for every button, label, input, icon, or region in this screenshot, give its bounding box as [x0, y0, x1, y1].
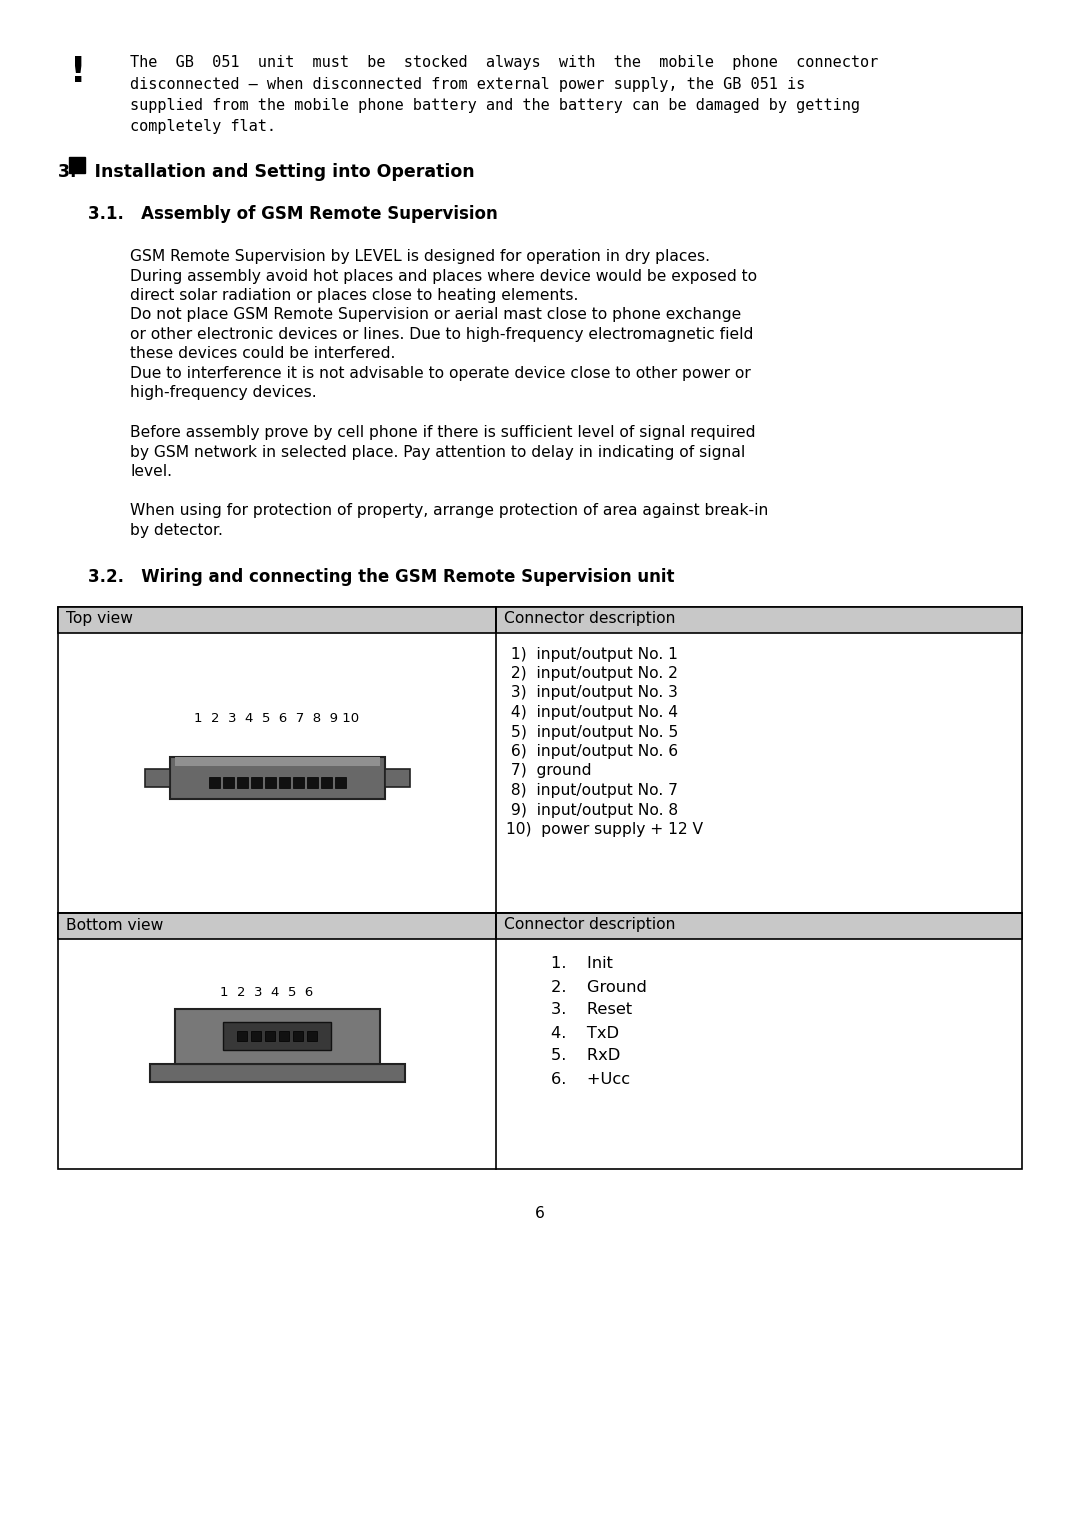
- Text: 2.    Ground: 2. Ground: [551, 980, 647, 995]
- Bar: [58, 607, 496, 633]
- Bar: [58, 912, 496, 938]
- Text: 6: 6: [535, 1206, 545, 1222]
- Bar: [58, 607, 1022, 912]
- Text: 3)  input/output No. 3: 3) input/output No. 3: [507, 685, 678, 701]
- Bar: [307, 1032, 318, 1041]
- Text: 6.    +Ucc: 6. +Ucc: [551, 1072, 630, 1087]
- Text: 1)  input/output No. 1: 1) input/output No. 1: [507, 647, 678, 662]
- Bar: [69, 156, 85, 173]
- Text: Due to interference it is not advisable to operate device close to other power o: Due to interference it is not advisable …: [130, 366, 751, 382]
- Text: 8)  input/output No. 7: 8) input/output No. 7: [507, 783, 678, 799]
- Text: 1  2  3  4  5  6  7  8  9 10: 1 2 3 4 5 6 7 8 9 10: [194, 713, 360, 725]
- Text: 3.2.   Wiring and connecting the GSM Remote Supervision unit: 3.2. Wiring and connecting the GSM Remot…: [87, 569, 675, 587]
- Bar: [145, 768, 170, 786]
- Text: During assembly avoid hot places and places where device would be exposed to: During assembly avoid hot places and pla…: [130, 268, 757, 284]
- Text: completely flat.: completely flat.: [130, 120, 276, 135]
- Text: 4)  input/output No. 4: 4) input/output No. 4: [507, 705, 678, 721]
- Text: 2)  input/output No. 2: 2) input/output No. 2: [507, 665, 678, 681]
- Bar: [265, 1032, 275, 1041]
- Bar: [293, 1032, 303, 1041]
- Text: Do not place GSM Remote Supervision or aerial mast close to phone exchange: Do not place GSM Remote Supervision or a…: [130, 308, 741, 322]
- Text: disconnected – when disconnected from external power supply, the GB 051 is: disconnected – when disconnected from ex…: [130, 77, 806, 92]
- Bar: [222, 777, 233, 788]
- Text: Top view: Top view: [66, 612, 133, 627]
- Text: 5.    RxD: 5. RxD: [551, 1049, 620, 1064]
- Bar: [384, 768, 409, 786]
- Bar: [279, 1032, 289, 1041]
- Text: level.: level.: [130, 464, 172, 478]
- Text: by GSM network in selected place. Pay attention to delay in indicating of signal: by GSM network in selected place. Pay at…: [130, 445, 745, 460]
- Bar: [321, 777, 332, 788]
- Bar: [251, 777, 261, 788]
- Text: When using for protection of property, arrange protection of area against break-: When using for protection of property, a…: [130, 503, 768, 518]
- Bar: [208, 777, 219, 788]
- Text: GSM Remote Supervision by LEVEL is designed for operation in dry places.: GSM Remote Supervision by LEVEL is desig…: [130, 248, 710, 264]
- Bar: [175, 756, 379, 765]
- Text: 3.   Installation and Setting into Operation: 3. Installation and Setting into Operati…: [58, 162, 474, 181]
- Text: supplied from the mobile phone battery and the battery can be damaged by getting: supplied from the mobile phone battery a…: [130, 98, 860, 113]
- Text: Bottom view: Bottom view: [66, 917, 163, 932]
- Bar: [237, 777, 247, 788]
- Bar: [279, 777, 289, 788]
- Bar: [58, 912, 1022, 1168]
- Text: 3.    Reset: 3. Reset: [551, 1003, 632, 1018]
- Bar: [265, 777, 275, 788]
- Bar: [170, 756, 384, 799]
- Text: 1  2  3  4  5  6: 1 2 3 4 5 6: [220, 986, 313, 998]
- Text: by detector.: by detector.: [130, 523, 222, 538]
- Bar: [237, 1032, 247, 1041]
- Text: direct solar radiation or places close to heating elements.: direct solar radiation or places close t…: [130, 288, 579, 304]
- Bar: [307, 777, 318, 788]
- Text: 4.    TxD: 4. TxD: [551, 1026, 619, 1041]
- Text: 10)  power supply + 12 V: 10) power supply + 12 V: [507, 822, 703, 837]
- Bar: [149, 1064, 405, 1081]
- Text: Connector description: Connector description: [504, 612, 675, 627]
- Bar: [175, 1009, 379, 1064]
- Bar: [496, 912, 1022, 938]
- Text: Before assembly prove by cell phone if there is sufficient level of signal requi: Before assembly prove by cell phone if t…: [130, 425, 756, 440]
- Bar: [251, 1032, 261, 1041]
- Text: high-frequency devices.: high-frequency devices.: [130, 385, 316, 400]
- Bar: [335, 777, 346, 788]
- Text: 3.1.   Assembly of GSM Remote Supervision: 3.1. Assembly of GSM Remote Supervision: [87, 205, 498, 222]
- Text: 7)  ground: 7) ground: [507, 763, 592, 779]
- Bar: [496, 607, 1022, 633]
- Text: these devices could be interfered.: these devices could be interfered.: [130, 346, 395, 362]
- Text: Connector description: Connector description: [504, 917, 675, 932]
- Text: The  GB  051  unit  must  be  stocked  always  with  the  mobile  phone  connect: The GB 051 unit must be stocked always w…: [130, 55, 878, 71]
- Text: 9)  input/output No. 8: 9) input/output No. 8: [507, 802, 678, 817]
- Bar: [222, 1023, 330, 1050]
- Text: !: !: [70, 55, 86, 89]
- Text: 6)  input/output No. 6: 6) input/output No. 6: [507, 744, 678, 759]
- Text: or other electronic devices or lines. Due to high-frequency electromagnetic fiel: or other electronic devices or lines. Du…: [130, 327, 754, 342]
- Text: 1.    Init: 1. Init: [551, 957, 612, 972]
- Text: 5)  input/output No. 5: 5) input/output No. 5: [507, 725, 678, 739]
- Bar: [293, 777, 303, 788]
